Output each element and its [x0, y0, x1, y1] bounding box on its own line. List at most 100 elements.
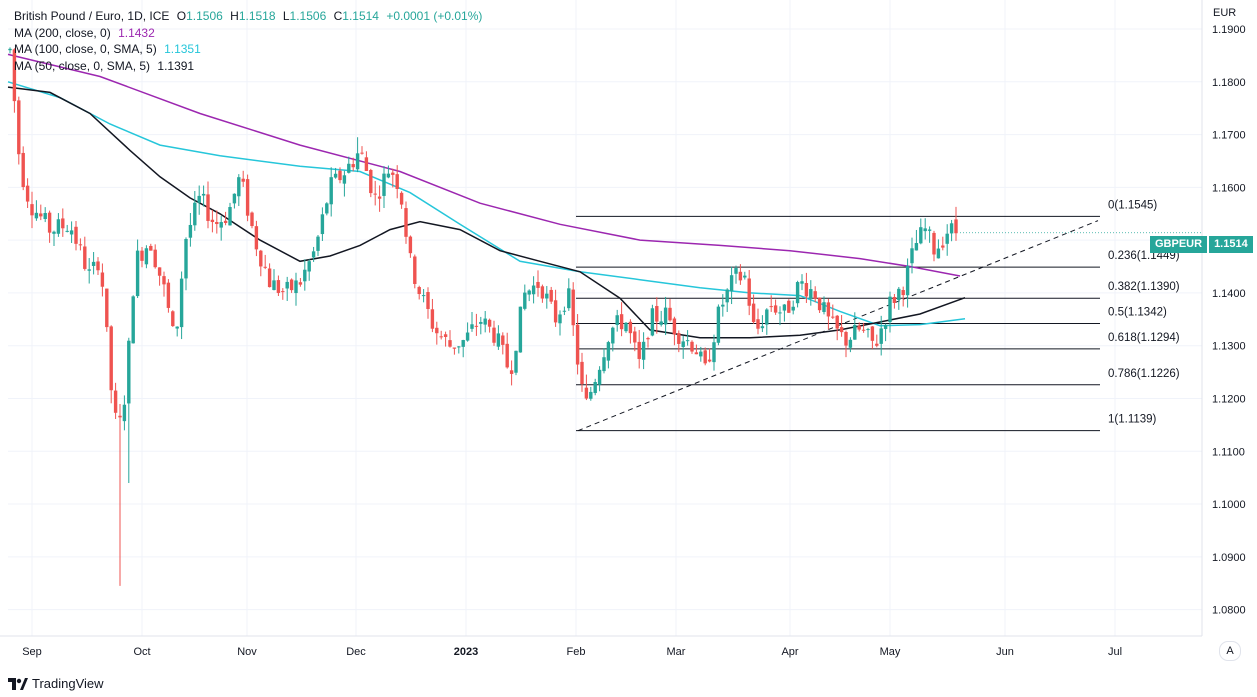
candle-body [844, 331, 848, 346]
candle-body [734, 268, 738, 274]
candle-body [391, 172, 395, 175]
candle-body [281, 291, 285, 293]
candle-body [729, 275, 734, 292]
x-tick-label: 2023 [454, 646, 478, 658]
candle-body [171, 311, 175, 327]
candle-body [597, 369, 602, 385]
candle-body [21, 152, 25, 188]
candle-body [536, 281, 540, 288]
fib-level-label: 0.618(1.1294) [1108, 332, 1180, 344]
candle-body [232, 193, 237, 204]
symbol-row: British Pound / Euro, 1D, ICE O1.1506 H1… [14, 8, 482, 25]
candle-body [875, 343, 879, 346]
candle-body [822, 302, 826, 312]
candle-body [162, 276, 166, 285]
candle-body [795, 282, 800, 304]
candle-body [149, 245, 153, 251]
candle-body [712, 342, 716, 363]
candle-body [52, 231, 56, 234]
candle-body [364, 157, 369, 171]
candle-body [540, 286, 545, 299]
candle-body [949, 223, 954, 234]
candle-body [373, 193, 377, 195]
candle-body [377, 196, 382, 199]
candle-body [817, 297, 822, 311]
candle-body [78, 244, 83, 246]
y-tick-label: 1.1200 [1212, 393, 1246, 405]
candle-body [861, 329, 866, 331]
candle-body [435, 327, 439, 334]
ma50-value: 1.1391 [157, 58, 195, 73]
candle-body [773, 305, 778, 313]
candle-body [628, 321, 633, 334]
x-tick-label: Nov [237, 646, 257, 658]
brand-footer: TradingView [8, 676, 104, 691]
candle-body [800, 281, 804, 284]
candle-body [338, 170, 342, 181]
x-tick-label: Jun [996, 646, 1014, 658]
candle-body [558, 314, 562, 324]
candle-body [210, 219, 215, 223]
candle-body [487, 319, 492, 327]
candle-body [580, 361, 584, 385]
fibonacci-retracement[interactable]: 0(1.1545) 0.236(1.1449) 0.382(1.1390) 0.5(1… [576, 199, 1180, 432]
candle-body [474, 325, 479, 327]
candle-body [443, 334, 448, 337]
candle-body [919, 227, 923, 244]
candle-body [245, 179, 250, 216]
moving-averages [7, 53, 966, 339]
candle-body [707, 359, 712, 362]
candle-body [888, 296, 892, 323]
candle-body [109, 326, 113, 391]
candle-body [47, 212, 52, 233]
time-axis[interactable]: Sep Oct Nov Dec 2023 Feb Mar Apr May Jun Jul [0, 635, 1202, 658]
candle-body [725, 289, 729, 303]
candle-body [936, 248, 941, 259]
candle-body [285, 281, 289, 289]
x-tick-label: Oct [133, 646, 150, 658]
candle-body [866, 329, 870, 331]
candle-body [382, 173, 386, 196]
y-tick-label: 1.0800 [1212, 605, 1246, 617]
candle-body [523, 292, 527, 309]
candle-body [74, 226, 78, 244]
candle-body [690, 341, 694, 352]
auto-scale-button[interactable]: A [1219, 641, 1241, 661]
candle-body [791, 306, 795, 311]
candle-body [527, 290, 531, 295]
candle-body [395, 174, 399, 189]
candle-body [135, 250, 140, 297]
x-tick-label: Mar [667, 646, 686, 658]
tradingview-logo-icon [8, 677, 28, 690]
candle-body [426, 292, 430, 310]
candle-body [399, 192, 404, 205]
candle-body [677, 333, 681, 344]
candle-body [219, 222, 223, 228]
candle-body [699, 351, 703, 357]
candle-body [254, 226, 259, 250]
price-axis[interactable]: 1.0800 1.0900 1.1000 1.1100 1.1200 1.1300 1.14… [960, 0, 1246, 636]
fib-level-label: 0.382(1.1390) [1108, 281, 1180, 293]
candle-body [619, 314, 624, 330]
candle-body [360, 152, 364, 154]
candle-body [668, 307, 672, 321]
candle-body [408, 236, 413, 254]
candle-body [883, 325, 888, 329]
legend: British Pound / Euro, 1D, ICE O1.1506 H1… [14, 8, 482, 74]
candle-body [848, 339, 853, 348]
x-tick-label: Dec [346, 646, 366, 658]
candle-body [153, 249, 157, 268]
candle-body [923, 228, 927, 232]
candle-body [144, 248, 149, 265]
candle-body [479, 321, 483, 324]
candle-body [941, 245, 945, 248]
candle-body [567, 288, 571, 309]
candle-body [465, 332, 470, 341]
y-tick-label: 1.1000 [1212, 499, 1246, 511]
candle-body [215, 222, 219, 225]
candle-body [593, 382, 597, 394]
candle-body [413, 256, 417, 284]
candle-body [43, 213, 47, 220]
